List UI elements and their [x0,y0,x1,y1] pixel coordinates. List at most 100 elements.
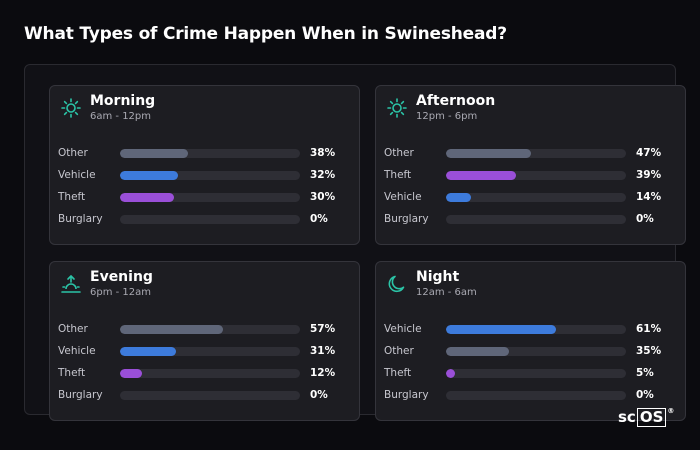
bar-track [446,325,626,334]
crime-percent: 30% [310,191,336,203]
crime-percent: 12% [310,367,336,379]
crime-percent: 39% [636,169,662,181]
crime-percent: 57% [310,323,336,335]
crime-row-vehicle: Vehicle 14% [384,187,674,209]
crime-row-burglary: Burglary 0% [58,385,348,407]
crime-rows: Other 47% Theft 39% Vehicle 14% Burglary… [384,143,674,231]
moon-icon [386,273,408,295]
sun-icon [386,97,408,119]
crime-type-label: Theft [58,367,86,379]
crime-type-label: Vehicle [384,191,422,203]
crime-type-label: Vehicle [58,169,96,181]
period-hours: 6am - 12pm [90,111,152,122]
bar-fill [120,171,178,180]
bar-fill [446,325,556,334]
bar-fill [120,325,223,334]
period-card-morning: Morning 6am - 12pm Other 38% Vehicle 32%… [49,85,360,245]
crime-percent: 0% [310,213,328,225]
crime-type-label: Other [384,345,414,357]
crime-percent: 0% [310,389,328,401]
period-card-afternoon: Afternoon 12pm - 6pm Other 47% Theft 39%… [375,85,686,245]
bar-track [120,369,300,378]
crime-percent: 0% [636,389,654,401]
period-name: Morning [90,93,156,109]
bar-track [446,171,626,180]
crime-type-label: Burglary [58,389,103,401]
bar-fill [120,347,176,356]
crime-percent: 32% [310,169,336,181]
crime-type-label: Other [58,147,88,159]
crime-type-label: Vehicle [58,345,96,357]
bar-track [120,325,300,334]
sun-icon [60,97,82,119]
bar-track [120,347,300,356]
crime-row-vehicle: Vehicle 61% [384,319,674,341]
crime-row-theft: Theft 39% [384,165,674,187]
crime-rows: Other 57% Vehicle 31% Theft 12% Burglary… [58,319,348,407]
crime-type-label: Other [384,147,414,159]
crime-percent: 61% [636,323,662,335]
bar-track [446,193,626,202]
crime-row-burglary: Burglary 0% [384,209,674,231]
period-card-night: Night 12am - 6am Vehicle 61% Other 35% T… [375,261,686,421]
bar-fill [120,369,142,378]
bar-fill [446,347,509,356]
bar-track [446,391,626,400]
crime-percent: 38% [310,147,336,159]
sunset-icon [60,273,82,295]
crime-type-label: Vehicle [384,323,422,335]
bar-track [446,369,626,378]
brand-logo: sc OS ® [618,407,675,430]
crime-rows: Vehicle 61% Other 35% Theft 5% Burglary … [384,319,674,407]
bar-track [120,391,300,400]
crime-percent: 0% [636,213,654,225]
bar-track [120,215,300,224]
crime-rows: Other 38% Vehicle 32% Theft 30% Burglary… [58,143,348,231]
crime-row-other: Other 47% [384,143,674,165]
crime-type-label: Theft [58,191,86,203]
bar-fill [446,193,472,202]
brand-prefix: sc [618,408,636,426]
bar-track [120,171,300,180]
bar-fill [446,171,517,180]
crime-percent: 5% [636,367,654,379]
bar-fill [120,149,189,158]
crime-type-label: Burglary [384,213,429,225]
bar-fill [446,369,455,378]
bar-track [120,149,300,158]
crime-type-label: Burglary [58,213,103,225]
crime-row-other: Other 38% [58,143,348,165]
crime-row-vehicle: Vehicle 32% [58,165,348,187]
crime-row-theft: Theft 5% [384,363,674,385]
crime-type-label: Theft [384,367,412,379]
period-hours: 12pm - 6pm [416,111,478,122]
bar-fill [446,149,531,158]
crime-row-other: Other 35% [384,341,674,363]
brand-registered-mark: ® [667,407,675,415]
crime-type-label: Other [58,323,88,335]
crime-row-theft: Theft 30% [58,187,348,209]
crime-row-vehicle: Vehicle 31% [58,341,348,363]
page-title: What Types of Crime Happen When in Swine… [24,24,507,44]
crime-type-label: Burglary [384,389,429,401]
bar-track [120,193,300,202]
period-name: Night [416,269,460,285]
period-hours: 6pm - 12am [90,287,152,298]
crime-row-theft: Theft 12% [58,363,348,385]
crime-row-burglary: Burglary 0% [384,385,674,407]
crime-percent: 14% [636,191,662,203]
bar-track [446,215,626,224]
period-hours: 12am - 6am [416,287,477,298]
period-name: Evening [90,269,153,285]
period-name: Afternoon [416,93,496,109]
crime-row-other: Other 57% [58,319,348,341]
brand-boxed: OS [636,408,667,427]
crime-row-burglary: Burglary 0% [58,209,348,231]
crime-percent: 47% [636,147,662,159]
crime-percent: 35% [636,345,662,357]
crime-percent: 31% [310,345,336,357]
bar-track [446,149,626,158]
bar-fill [120,193,174,202]
period-card-evening: Evening 6pm - 12am Other 57% Vehicle 31%… [49,261,360,421]
crime-type-label: Theft [384,169,412,181]
